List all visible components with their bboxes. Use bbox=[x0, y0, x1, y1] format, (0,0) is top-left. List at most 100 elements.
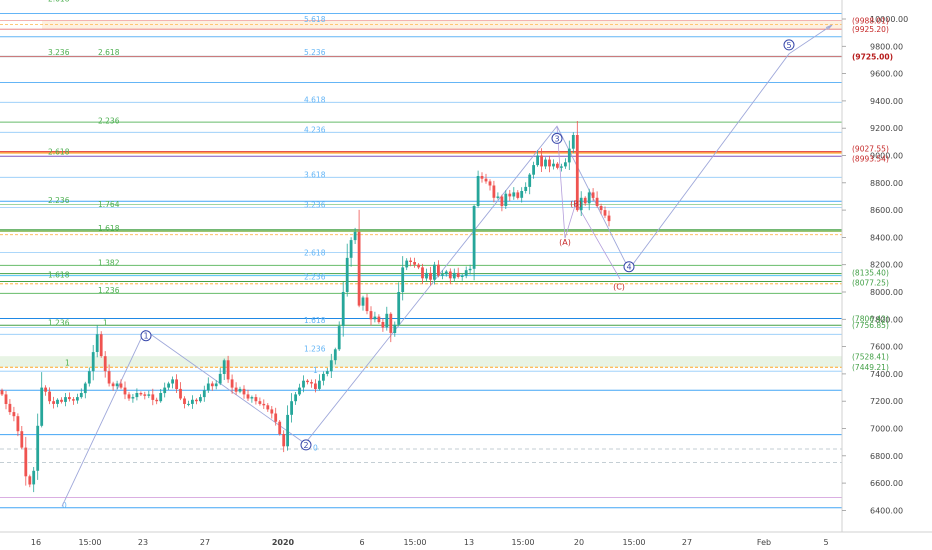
candle-body bbox=[349, 240, 353, 258]
fib-label-green: 2.618 bbox=[98, 48, 120, 57]
candle-body bbox=[306, 380, 309, 383]
candle-body bbox=[294, 394, 297, 402]
candle-body bbox=[64, 397, 67, 402]
candle-body bbox=[337, 326, 341, 350]
wave-circle-4 bbox=[623, 261, 635, 273]
candle-body bbox=[429, 272, 432, 280]
fib-label-blue: 2.236 bbox=[304, 272, 326, 281]
price-level-label: (8135.40) bbox=[852, 269, 889, 278]
candle-body bbox=[448, 271, 452, 279]
wave-label-2: 2 bbox=[303, 441, 308, 450]
candle-body bbox=[250, 397, 254, 399]
candle-body bbox=[528, 174, 532, 187]
candle-body bbox=[484, 178, 488, 182]
price-level-label: (8077.25) bbox=[852, 279, 889, 288]
candle-body bbox=[520, 191, 524, 198]
fib-label-blue: 1.618 bbox=[304, 316, 326, 325]
price-tick-label: 7400.00 bbox=[870, 370, 903, 379]
wave-label-3: 3 bbox=[554, 134, 559, 143]
time-tick-label: 15:00 bbox=[511, 538, 534, 547]
candle-body bbox=[254, 397, 258, 402]
candle-body bbox=[425, 272, 428, 279]
time-tick-label: 27 bbox=[682, 538, 692, 547]
candle-body bbox=[389, 313, 393, 333]
fib-label-green: 1.236 bbox=[48, 319, 70, 328]
candle-body bbox=[83, 383, 87, 394]
price-tick-label: 8000.00 bbox=[870, 288, 903, 297]
candle-body bbox=[151, 394, 155, 400]
candle-body bbox=[433, 264, 436, 280]
candle-body bbox=[571, 135, 575, 149]
wave-label-4: 4 bbox=[626, 263, 631, 272]
candle-body bbox=[548, 159, 551, 167]
support-zone-band bbox=[0, 356, 842, 368]
fib-label-green: 1.618 bbox=[48, 270, 70, 279]
candle-body bbox=[76, 397, 79, 401]
candle-body bbox=[381, 322, 385, 328]
candle-body bbox=[52, 401, 55, 404]
candle-body bbox=[222, 360, 226, 374]
candle-body bbox=[270, 409, 274, 414]
fib-label-blue: 4.236 bbox=[304, 126, 326, 135]
candle-body bbox=[444, 271, 448, 275]
candle-body bbox=[385, 313, 389, 328]
candle-body bbox=[187, 403, 190, 405]
candle-body bbox=[357, 231, 361, 306]
candle-body bbox=[599, 206, 603, 211]
candle-body bbox=[353, 231, 357, 241]
arrow-head bbox=[825, 24, 833, 30]
candle-body bbox=[377, 316, 381, 323]
candle-body bbox=[472, 206, 476, 269]
price-axis[interactable]: 10000.00 9800.00 9600.00 9400.00 9200.00 9000… bbox=[842, 15, 908, 515]
candle-body bbox=[544, 159, 547, 167]
candle-body bbox=[202, 390, 206, 398]
price-level-label: (9925.20) bbox=[852, 25, 889, 34]
candle-body bbox=[210, 383, 214, 387]
time-tick-label: 27 bbox=[200, 538, 210, 547]
candle-body bbox=[206, 383, 210, 391]
fib-label-blue: 5.618 bbox=[304, 15, 326, 24]
fib-label-green: 1.236 bbox=[98, 286, 120, 295]
candle-body bbox=[441, 274, 444, 276]
time-tick-label: 23 bbox=[138, 538, 148, 547]
price-level-label: (7449.21) bbox=[852, 363, 889, 372]
candle-body bbox=[325, 371, 329, 374]
candle-body bbox=[595, 197, 599, 206]
price-level-labels: (9988.01)(9925.20) (9725.00) (9027.55)(899… bbox=[852, 17, 893, 373]
candle-body bbox=[234, 387, 238, 392]
candle-body bbox=[91, 352, 95, 372]
candle-body bbox=[556, 163, 559, 168]
candle-body bbox=[242, 388, 246, 395]
candle-body bbox=[512, 192, 516, 197]
candle-body bbox=[405, 260, 409, 268]
candle-body bbox=[329, 360, 333, 372]
time-tick-label: 16 bbox=[31, 538, 41, 547]
time-tick-label: 15:00 bbox=[622, 538, 645, 547]
candle-body bbox=[16, 416, 20, 432]
candle-body bbox=[95, 334, 99, 352]
fib-label-green: 2.618 bbox=[48, 0, 70, 4]
candle-body bbox=[87, 371, 91, 384]
fib-label-green: 2.236 bbox=[98, 117, 120, 126]
time-tick-label: 15:00 bbox=[403, 538, 426, 547]
candle-body bbox=[119, 383, 123, 388]
candle-body bbox=[373, 316, 377, 320]
fib-label-green: 3.236 bbox=[48, 48, 70, 57]
price-tick-label: 8600.00 bbox=[870, 206, 903, 215]
candle-body bbox=[397, 292, 401, 325]
price-tick-label: 7200.00 bbox=[870, 397, 903, 406]
candle-body bbox=[302, 380, 305, 388]
time-tick-label: 5 bbox=[823, 538, 828, 547]
price-tick-label: 8400.00 bbox=[870, 233, 903, 242]
candle-body bbox=[28, 476, 32, 485]
candle-body bbox=[409, 260, 412, 262]
time-axis[interactable]: 16 15:00 23 27 2020 6 15:00 13 15:00 20 15:00 27 Feb… bbox=[31, 538, 829, 547]
candle-body bbox=[524, 186, 528, 191]
price-tick-label: 6800.00 bbox=[870, 452, 903, 461]
fib-label-blue: 3.618 bbox=[304, 171, 326, 180]
candle-body bbox=[310, 382, 313, 384]
candle-body bbox=[587, 192, 591, 204]
wave-one-path bbox=[61, 330, 146, 507]
fib-label-green: 2.618 bbox=[48, 147, 70, 156]
